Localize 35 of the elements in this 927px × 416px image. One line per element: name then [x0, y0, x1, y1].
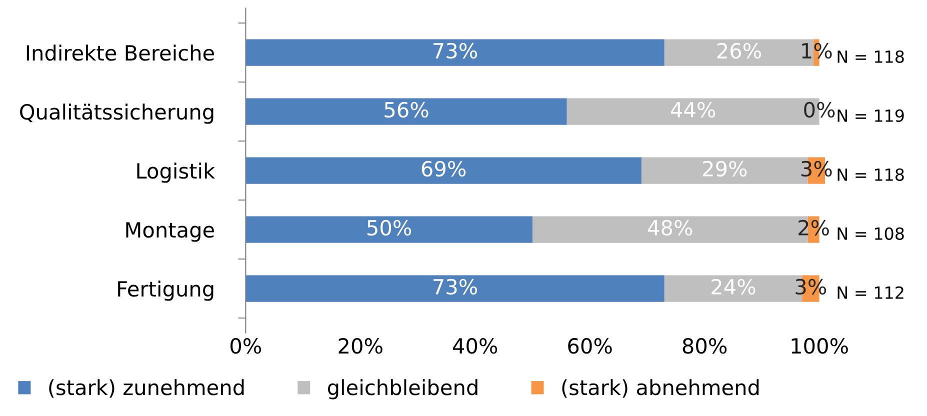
data-label: 50%	[368, 220, 412, 236]
data-label: 56%	[384, 102, 428, 118]
bar	[246, 157, 642, 184]
x-tick-label: 40%	[452, 338, 498, 354]
data-label: 26%	[717, 42, 761, 59]
text: N = 119	[838, 109, 904, 122]
bar	[246, 275, 664, 302]
text: N = 118	[838, 168, 904, 181]
data-label: 73%	[434, 278, 478, 295]
y-tick-label: Fertigung	[118, 280, 214, 301]
text: N = 108	[838, 227, 904, 240]
text: N = 118	[838, 50, 904, 63]
legend-label: (stark) zunehmend	[49, 379, 244, 398]
data-label: 0%	[804, 102, 835, 118]
bar	[246, 216, 532, 243]
x-tick-label: 20%	[338, 338, 382, 354]
data-label: 48%	[648, 220, 692, 236]
bar	[246, 39, 664, 66]
data-label: 29%	[703, 160, 747, 177]
data-label: 69%	[422, 160, 466, 177]
data-label: 73%	[434, 42, 478, 59]
text: N = 112	[838, 286, 904, 299]
data-label: 24%	[712, 278, 756, 295]
legend-label: gleichbleibend	[328, 379, 478, 400]
x-tick-label: 0%	[230, 338, 262, 354]
legend-label: (stark) abnehmend	[562, 379, 759, 398]
x-tick-label: 80%	[682, 338, 727, 354]
x-tick-label: 100%	[792, 338, 848, 354]
y-tick-label: Logistik	[137, 162, 216, 183]
y-tick-label: Qualitätssicherung	[20, 104, 214, 124]
bar	[246, 98, 567, 125]
x-tick-label: 60%	[568, 338, 612, 354]
y-tick-label: Montage	[126, 222, 214, 242]
data-label: 44%	[670, 102, 716, 118]
y-tick-label: Indirekte Bereiche	[26, 44, 214, 61]
